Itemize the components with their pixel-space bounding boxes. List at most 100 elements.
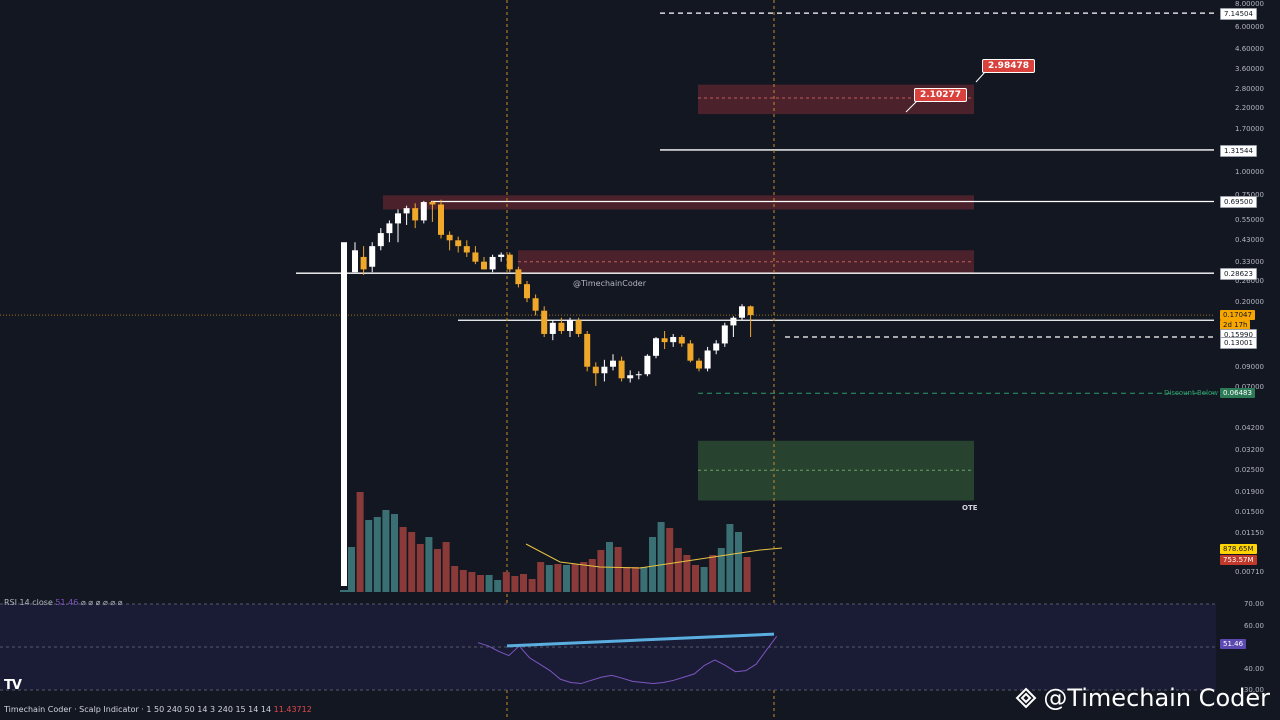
candle-body-37 xyxy=(670,336,677,343)
y-tick-0: 8.00000 xyxy=(1235,0,1264,8)
candle-body-38 xyxy=(678,336,685,344)
volume-bar-28 xyxy=(588,559,596,592)
volume-bar-25 xyxy=(563,565,570,592)
volume-bar-17 xyxy=(494,580,502,592)
candle-body-9 xyxy=(429,202,436,205)
volume-bar-37 xyxy=(666,528,674,592)
volume-bar-35 xyxy=(649,537,656,592)
candle-body-35 xyxy=(653,338,659,356)
y-tick-14: 0.20000 xyxy=(1235,298,1264,307)
y-tick-6: 2.20000 xyxy=(1235,104,1264,113)
candle-body-12 xyxy=(455,240,462,247)
volume-bar-42 xyxy=(709,555,717,592)
candle-body-25 xyxy=(567,320,573,332)
candle-body-1 xyxy=(360,256,367,270)
candle-body-31 xyxy=(618,360,625,379)
tradingview-logo[interactable]: TV xyxy=(4,678,22,693)
volume-bar-5 xyxy=(391,514,398,592)
footer-value: 11.43712 xyxy=(273,705,312,714)
y-tick-3: 4.60000 xyxy=(1235,44,1264,53)
y-tick-11: 0.43000 xyxy=(1235,236,1264,245)
candle-body-44 xyxy=(730,317,737,326)
volume-bar-46 xyxy=(743,557,751,592)
volume-bar-43 xyxy=(717,548,725,592)
candle-body-36 xyxy=(661,338,668,343)
volume-bar-36 xyxy=(657,522,665,592)
volume-bar-21 xyxy=(528,579,536,592)
volume-ma-line xyxy=(525,543,783,569)
candle-body-10 xyxy=(438,204,444,235)
chart-handle-label: @TimechainCoder xyxy=(573,279,647,288)
volume-bar-7 xyxy=(408,532,416,592)
candle-body-28 xyxy=(592,366,599,374)
volume-bar-1 xyxy=(356,492,364,592)
rsi-divergence-line xyxy=(506,632,775,648)
supply-zone-top xyxy=(383,195,974,210)
volume-bar-4 xyxy=(382,510,390,592)
candle-body-32 xyxy=(627,375,634,379)
volume-bar-12 xyxy=(451,566,459,592)
y-tick-13: 0.26000 xyxy=(1235,276,1264,285)
y-tick-21: 0.03200 xyxy=(1235,446,1264,455)
volume-bar-15 xyxy=(477,575,484,592)
y-tick-23: 0.01900 xyxy=(1235,488,1264,497)
rsi-line xyxy=(477,635,778,685)
price-tag-10: 753.57M xyxy=(1220,555,1257,565)
volume-bar-22 xyxy=(537,562,545,592)
candle-body-4 xyxy=(386,223,393,234)
volume-bar-10 xyxy=(434,549,441,592)
volume-bar-16 xyxy=(485,575,493,592)
price-tag-1: 1.31544 xyxy=(1220,144,1257,157)
volume-bar-44 xyxy=(726,524,734,592)
candle-body-43 xyxy=(721,325,728,344)
discount-below-label: Discount Below xyxy=(1164,389,1219,397)
candle-body-29 xyxy=(601,366,608,374)
price-tag-5: 2d 17h xyxy=(1220,320,1251,331)
volume-bar-39 xyxy=(683,555,691,592)
rsi-tick-0: 70.00 xyxy=(1243,600,1264,608)
ote-label: OTE xyxy=(962,504,978,512)
candle-body-45 xyxy=(739,306,745,318)
rsi-legend-value: 51.46 xyxy=(55,598,79,607)
volume-bar-45 xyxy=(735,532,742,592)
y-tick-12: 0.33000 xyxy=(1235,257,1264,266)
price-tag-8: 0.06483 xyxy=(1220,388,1255,399)
y-tick-24: 0.01500 xyxy=(1235,507,1264,516)
volume-bar-26 xyxy=(571,564,579,592)
y-tick-25: 0.01150 xyxy=(1235,529,1264,538)
volume-bar-33 xyxy=(631,567,639,592)
footer-label: Timechain Coder · Scalp Indicator · 1 50… xyxy=(4,705,272,714)
y-tick-26: 0.00710 xyxy=(1235,568,1264,576)
y-tick-18: 0.07000 xyxy=(1235,383,1264,392)
candle-body-22 xyxy=(541,310,548,334)
watermark-text: @Timechain Coder xyxy=(1043,684,1270,712)
volume-bar-31 xyxy=(614,547,622,592)
price-tag-9: 878.65M xyxy=(1220,544,1257,554)
y-tick-2: 6.00000 xyxy=(1235,23,1264,32)
volume-bar-launch xyxy=(340,590,348,592)
candle-body-14 xyxy=(472,252,479,262)
y-tick-7: 1.70000 xyxy=(1235,125,1264,134)
candle-body-8 xyxy=(420,202,427,221)
candle-body-27 xyxy=(584,333,591,367)
callout-upper-pointer xyxy=(975,71,986,83)
price-tag-4: 0.17047 xyxy=(1220,310,1255,321)
price-tag-3: 0.28623 xyxy=(1220,268,1257,281)
volume-bar-23 xyxy=(545,565,553,592)
rsi-legend[interactable]: RSI 14 close 51.46 ⌀ ⌀ ⌀ ⌀ ⌀ ⌀ xyxy=(4,598,123,607)
callout-lower: 2.10277 xyxy=(914,88,967,102)
volume-bar-13 xyxy=(459,570,467,592)
candle-body-34 xyxy=(644,355,651,375)
candle-body-46 xyxy=(747,306,754,316)
candle-body-30 xyxy=(610,360,616,367)
rsi-tick-4: 30.00 xyxy=(1243,686,1264,694)
candle-body-7 xyxy=(412,208,419,221)
rsi-legend-title: RSI 14 close xyxy=(4,598,53,607)
volume-bar-41 xyxy=(700,567,708,592)
candle-body-5 xyxy=(395,213,401,224)
volume-bar-20 xyxy=(520,574,527,592)
indicator-footer[interactable]: Timechain Coder · Scalp Indicator · 1 50… xyxy=(4,705,312,714)
volume-bar-14 xyxy=(468,572,476,592)
y-tick-10: 0.55000 xyxy=(1235,216,1264,225)
